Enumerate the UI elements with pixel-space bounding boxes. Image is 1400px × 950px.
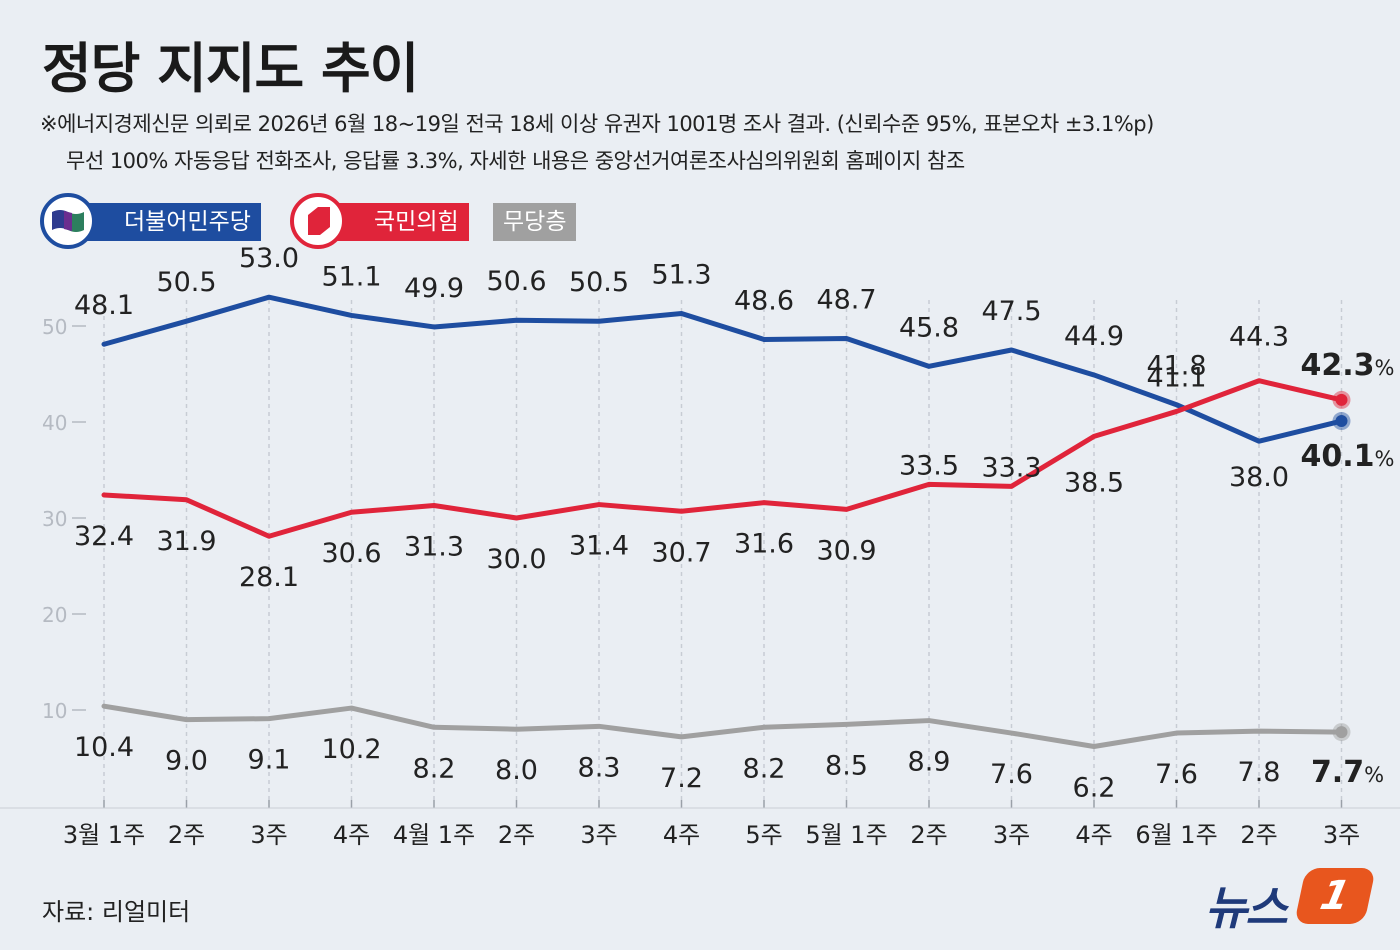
y-tick-label: 40 [42, 411, 67, 435]
x-tick-label: 5월 1주 [805, 821, 887, 849]
data-label: 7.7% [1311, 755, 1384, 790]
data-label: 6.2 [1073, 772, 1116, 803]
data-label: 7.2 [660, 763, 703, 794]
data-label: 49.9 [404, 273, 464, 304]
data-label: 50.6 [486, 266, 546, 297]
data-label: 32.4 [74, 521, 134, 552]
x-tick-label: 2주 [910, 821, 947, 849]
data-label: 48.7 [816, 284, 876, 315]
survey-note-line-2: 무선 100% 자동응답 전화조사, 응답률 3.3%, 자세한 내용은 중앙선… [66, 149, 965, 173]
brand-logo-badge: 1 [1294, 868, 1376, 924]
x-tick-label: 5주 [745, 821, 782, 849]
data-label: 8.0 [495, 755, 538, 786]
legend-label-dem: 더불어민주당 [80, 203, 261, 241]
data-label: 31.3 [404, 532, 464, 563]
data-label: 38.5 [1064, 467, 1124, 498]
series-line-2 [101, 703, 1344, 749]
data-label: 30.7 [651, 537, 711, 568]
data-label: 51.1 [321, 261, 381, 292]
data-label: 48.1 [74, 290, 134, 321]
legend-label-none: 무당층 [493, 203, 577, 241]
data-label-unit: % [1364, 763, 1384, 787]
series-line-1 [101, 378, 1344, 539]
data-label-unit: % [1375, 356, 1395, 380]
x-tick-label: 2주 [498, 821, 535, 849]
data-label: 9.1 [248, 745, 291, 776]
x-tick-label: 4주 [1075, 821, 1112, 849]
data-label: 30.9 [816, 535, 876, 566]
data-label: 10.4 [74, 732, 134, 763]
data-label: 38.0 [1229, 462, 1289, 493]
data-label: 44.3 [1229, 322, 1289, 353]
data-label: 8.3 [578, 752, 621, 783]
data-label: 51.3 [651, 260, 711, 291]
data-label: 33.5 [899, 450, 959, 481]
x-tick-label: 3주 [580, 821, 617, 849]
data-label: 53.0 [239, 243, 299, 274]
data-label: 42.3% [1301, 348, 1395, 383]
data-label: 40.1% [1301, 439, 1395, 474]
data-label: 30.6 [321, 538, 381, 569]
series-end-point-2 [1335, 726, 1348, 739]
data-label: 31.9 [156, 526, 216, 557]
source-text: 자료: 리얼미터 [42, 898, 191, 926]
data-label: 8.2 [413, 753, 456, 784]
x-tick-label: 3주 [993, 821, 1030, 849]
data-label: 8.9 [908, 747, 951, 778]
data-label: 7.6 [1155, 759, 1198, 790]
data-label: 47.5 [981, 296, 1041, 327]
data-label: 10.2 [321, 734, 381, 765]
data-label: 45.8 [899, 312, 959, 343]
data-label: 7.6 [990, 759, 1033, 790]
x-tick-label: 3주 [250, 821, 287, 849]
data-label: 41.1 [1146, 362, 1206, 393]
y-tick-label: 50 [42, 315, 67, 339]
page-title: 정당 지지도 추이 [42, 37, 419, 100]
data-label: 50.5 [156, 267, 216, 298]
chart-footer-band [0, 808, 1400, 950]
legend-label-ppp: 국민의힘 [330, 203, 469, 241]
data-label: 8.2 [743, 753, 786, 784]
series-end-point-1 [1335, 393, 1348, 406]
x-tick-label: 3주 [1323, 821, 1360, 849]
x-tick-label: 4월 1주 [393, 821, 475, 849]
x-tick-label: 2주 [1240, 821, 1277, 849]
x-tick-label: 2주 [168, 821, 205, 849]
dem-party-logo-icon [40, 193, 96, 249]
data-label: 28.1 [239, 562, 299, 593]
data-label: 7.8 [1238, 757, 1281, 788]
data-label: 44.9 [1064, 321, 1124, 352]
y-tick-label: 20 [42, 603, 67, 627]
data-label-unit: % [1375, 447, 1395, 471]
data-label: 31.4 [569, 531, 629, 562]
x-tick-label: 6월 1주 [1135, 821, 1217, 849]
ppp-party-logo-icon [290, 193, 346, 249]
series-end-point-0 [1335, 415, 1348, 428]
data-label: 41.8 [1146, 351, 1206, 382]
x-tick-label: 3월 1주 [63, 821, 145, 849]
data-label: 33.3 [981, 452, 1041, 483]
data-label: 48.6 [734, 285, 794, 316]
survey-note-line-1: ※에너지경제신문 의뢰로 2026년 6월 18~19일 전국 18세 이상 유… [40, 112, 1154, 136]
data-label: 8.5 [825, 750, 868, 781]
series-line-0 [101, 294, 1344, 444]
y-tick-label: 10 [42, 699, 67, 723]
data-label: 30.0 [486, 544, 546, 575]
data-label: 31.6 [734, 529, 794, 560]
data-label: 50.5 [569, 267, 629, 298]
x-tick-label: 4주 [333, 821, 370, 849]
brand-logo-text: 뉴스 [1205, 881, 1288, 935]
y-tick-label: 30 [42, 507, 67, 531]
x-tick-label: 4주 [663, 821, 700, 849]
data-label: 9.0 [165, 746, 208, 777]
